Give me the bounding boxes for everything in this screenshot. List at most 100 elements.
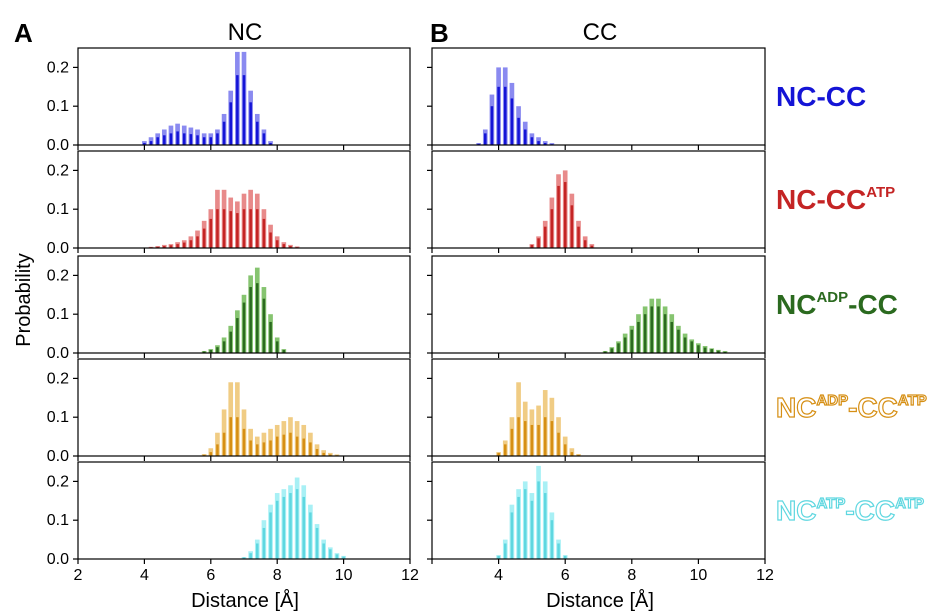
bar-dark-cc-row3 <box>650 306 654 353</box>
y-tick-label: 0.2 <box>47 473 69 490</box>
y-tick-label: 0.2 <box>47 370 69 387</box>
bar-dark-nc-row1 <box>249 102 252 145</box>
row-label-5: NCATP-CCATP <box>776 495 924 526</box>
bar-dark-nc-row1 <box>196 135 199 145</box>
bar-dark-nc-row2 <box>209 218 213 248</box>
bar-dark-nc-row2 <box>275 240 279 248</box>
bar-dark-nc-row2 <box>249 209 252 248</box>
x-tick-label: 10 <box>335 567 353 584</box>
bar-dark-nc-row1 <box>222 121 226 145</box>
bar-dark-cc-row3 <box>683 337 687 353</box>
bar-dark-nc-row5 <box>309 512 312 559</box>
bar-dark-nc-row2 <box>202 228 206 248</box>
row-label-superscript: ATP <box>816 495 845 512</box>
bar-dark-cc-row5 <box>497 555 500 559</box>
bar-dark-nc-row3 <box>262 298 266 353</box>
bar-dark-nc-row4 <box>256 444 259 456</box>
bar-dark-nc-row5 <box>242 557 246 559</box>
row-label-superscript: ATP <box>895 495 924 512</box>
axes-frame-cc-row5 <box>431 461 766 560</box>
bar-dark-nc-row2 <box>289 246 292 248</box>
bar-dark-nc-row1 <box>176 131 179 145</box>
bar-dark-nc-row3 <box>222 341 226 353</box>
bar-dark-nc-row4 <box>329 454 332 456</box>
row-label-superscript: ATP <box>898 392 927 409</box>
bar-dark-cc-row4 <box>550 421 554 456</box>
row-label-text: NC-CC <box>776 184 866 215</box>
bar-dark-nc-row2 <box>189 240 193 248</box>
y-tick-label: 0.0 <box>47 240 69 257</box>
bar-dark-cc-row3 <box>657 306 660 353</box>
bar-dark-cc-row3 <box>643 314 647 353</box>
bar-dark-cc-row4 <box>537 424 540 456</box>
bar-dark-nc-row1 <box>189 134 193 145</box>
bar-dark-cc-row4 <box>497 452 500 456</box>
bar-dark-cc-row5 <box>503 543 507 559</box>
bar-dark-cc-row1 <box>523 129 527 145</box>
bar-dark-nc-row1 <box>209 137 213 145</box>
row-label-superscript: ADP <box>816 392 848 409</box>
bar-dark-nc-row2 <box>242 209 246 248</box>
y-tick-label: 0.1 <box>47 512 69 529</box>
row-label-superscript: ADP <box>816 289 848 306</box>
bar-dark-nc-row4 <box>262 442 266 456</box>
bar-dark-nc-row1 <box>262 133 266 145</box>
row-label-text: -CC <box>848 289 898 320</box>
bar-dark-cc-row5 <box>550 520 554 559</box>
y-tick-label: 0.1 <box>47 306 69 323</box>
bar-dark-cc-row5 <box>530 500 534 559</box>
bar-dark-nc-row5 <box>295 489 299 559</box>
bar-dark-nc-row2 <box>269 232 272 248</box>
x-axis-label-cc: Distance [Å] <box>546 589 654 611</box>
column-title-nc: NC <box>228 19 263 46</box>
bar-dark-nc-row3 <box>282 349 286 353</box>
bar-dark-nc-row2 <box>196 236 199 248</box>
bar-dark-nc-row4 <box>302 438 306 456</box>
bar-dark-nc-row1 <box>163 135 166 145</box>
column-title-cc: CC <box>583 19 618 46</box>
bar-dark-cc-row4 <box>557 432 560 456</box>
bar-dark-nc-row1 <box>202 137 206 145</box>
x-tick-label: 8 <box>627 567 636 584</box>
bar-dark-nc-row4 <box>275 436 279 456</box>
bar-dark-nc-row3 <box>216 347 219 353</box>
bar-dark-cc-row4 <box>563 444 567 456</box>
bar-dark-cc-row4 <box>543 417 547 456</box>
axes-frame-cc-row1 <box>431 47 766 146</box>
bar-dark-nc-row5 <box>275 500 279 559</box>
axes-frame-cc-row2 <box>431 150 766 249</box>
axes-frame-nc-row4 <box>77 358 411 457</box>
bar-dark-nc-row2 <box>262 218 266 248</box>
y-tick-label: 0.0 <box>47 551 69 568</box>
bar-dark-nc-row3 <box>275 341 279 353</box>
bar-dark-cc-row3 <box>717 350 720 353</box>
y-tick-label: 0.1 <box>47 201 69 218</box>
bar-dark-cc-row4 <box>503 444 507 456</box>
x-tick-label: 2 <box>74 567 83 584</box>
x-tick-label: 10 <box>690 567 708 584</box>
row-label-1: NC-CC <box>776 81 866 112</box>
row-label-text: -CC <box>845 495 895 526</box>
bar-dark-nc-row5 <box>335 554 339 559</box>
x-tick-label: 6 <box>561 567 570 584</box>
bar-dark-cc-row2 <box>570 205 574 248</box>
bar-dark-cc-row3 <box>670 321 674 353</box>
bar-dark-nc-row1 <box>229 102 232 145</box>
bar-dark-cc-row2 <box>583 240 587 248</box>
y-tick-label: 0.2 <box>47 162 69 179</box>
bar-dark-cc-row2 <box>563 182 567 248</box>
bar-dark-nc-row1 <box>216 133 219 145</box>
y-tick-label: 0.2 <box>47 267 69 284</box>
bar-dark-nc-row5 <box>256 543 259 559</box>
bar-dark-nc-row4 <box>216 444 219 456</box>
bar-dark-cc-row2 <box>550 209 554 248</box>
bar-dark-cc-row3 <box>637 321 640 353</box>
bar-dark-nc-row3 <box>209 349 213 353</box>
bar-dark-nc-row2 <box>216 209 219 248</box>
bar-dark-nc-row5 <box>342 556 345 559</box>
bar-dark-nc-row4 <box>315 449 319 456</box>
bar-dark-nc-row5 <box>302 496 306 559</box>
bar-dark-nc-row4 <box>295 436 299 456</box>
bar-dark-cc-row3 <box>630 329 634 353</box>
bar-dark-nc-row5 <box>262 527 266 559</box>
